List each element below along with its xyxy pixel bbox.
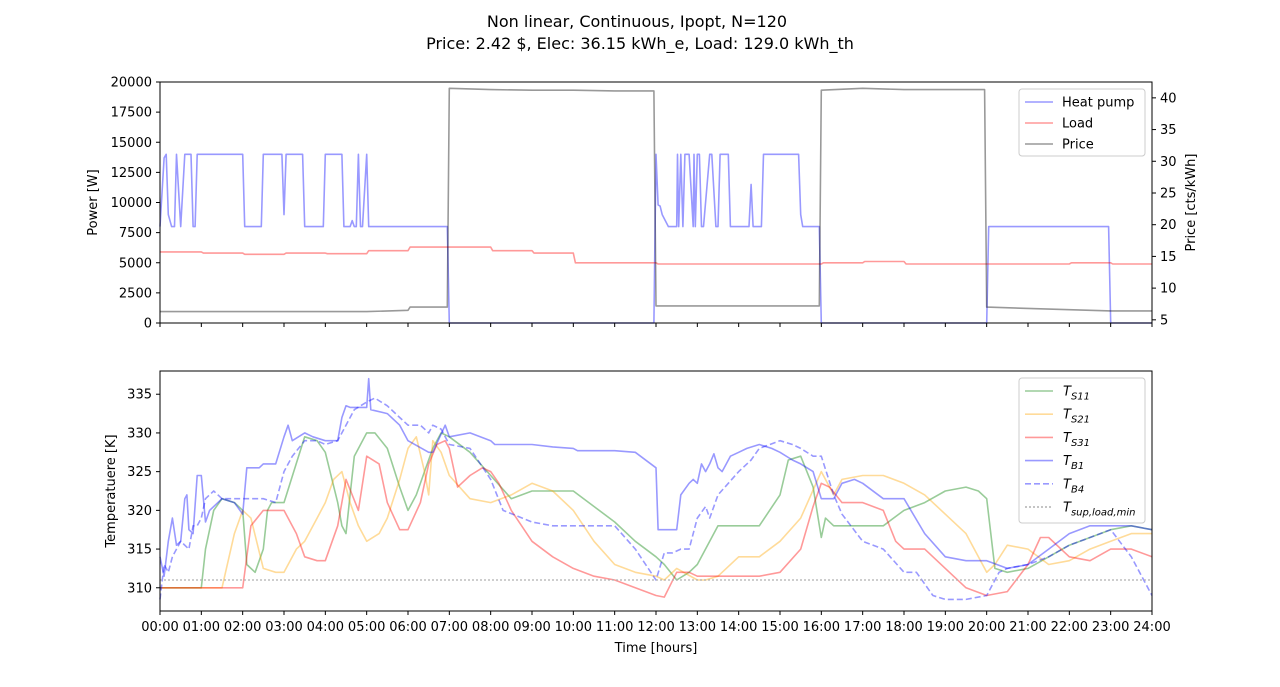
x-tick-label: 24:00 bbox=[1133, 620, 1170, 635]
y-tick-label: 0 bbox=[144, 317, 152, 332]
y-tick-label: 15000 bbox=[111, 136, 152, 151]
y-axis-label-temperature: Temperatuere [K] bbox=[104, 434, 119, 548]
x-tick-label: 10:00 bbox=[555, 620, 592, 635]
y-axis-label-power: Power [W] bbox=[86, 169, 101, 235]
x-tick-label: 00:00 bbox=[141, 620, 178, 635]
y-tick-label: 330 bbox=[127, 426, 152, 441]
x-tick-label: 01:00 bbox=[183, 620, 220, 635]
y-tick-label: 335 bbox=[127, 388, 152, 403]
legend-label: Tsup,load,min bbox=[1063, 501, 1135, 519]
x-tick-label: 04:00 bbox=[307, 620, 344, 635]
y2-tick-label: 5 bbox=[1160, 313, 1168, 328]
y2-tick-label: 20 bbox=[1160, 218, 1177, 233]
y-tick-label: 5000 bbox=[119, 256, 152, 271]
x-tick-label: 17:00 bbox=[844, 620, 881, 635]
y-tick-label: 310 bbox=[127, 581, 152, 596]
y-tick-label: 320 bbox=[127, 504, 152, 519]
legend-label: TB4 bbox=[1063, 477, 1084, 495]
series-line-t-b1 bbox=[159, 377, 1153, 578]
x-tick-label: 09:00 bbox=[513, 620, 550, 635]
figure-subtitle: Price: 2.42 $, Elec: 36.15 kWh_e, Load: … bbox=[426, 34, 854, 54]
y2-tick-label: 30 bbox=[1160, 155, 1177, 170]
legend-label: Load bbox=[1062, 117, 1093, 132]
legend-label: TS11 bbox=[1063, 385, 1090, 403]
x-tick-label: 02:00 bbox=[224, 620, 261, 635]
series-line-t-s21 bbox=[160, 435, 1152, 589]
y-tick-label: 7500 bbox=[119, 226, 152, 241]
y-tick-label: 315 bbox=[127, 543, 152, 558]
temperature-plot: 310 315 320 325 330 335 00:00 01:00 02:00 03:00 04… bbox=[104, 370, 1171, 635]
y2-tick-label: 15 bbox=[1160, 250, 1177, 265]
x-tick-label: 13:00 bbox=[679, 620, 716, 635]
x-axis-label: Time [hours] bbox=[614, 641, 698, 656]
x-tick-label: 21:00 bbox=[1009, 620, 1046, 635]
y2-tick-label: 35 bbox=[1160, 123, 1177, 138]
legend-label: TB1 bbox=[1063, 454, 1084, 472]
x-tick-label: 22:00 bbox=[1051, 620, 1088, 635]
y-tick-label: 20000 bbox=[111, 76, 152, 91]
x-tick-label: 20:00 bbox=[968, 620, 1005, 635]
x-tick-label: 03:00 bbox=[265, 620, 302, 635]
x-tick-label: 12:00 bbox=[637, 620, 674, 635]
legend-top: Heat pump Load Price bbox=[1018, 88, 1146, 157]
x-tick-label: 23:00 bbox=[1092, 620, 1129, 635]
y2-tick-label: 25 bbox=[1160, 186, 1177, 201]
y-tick-label: 2500 bbox=[119, 286, 152, 301]
legend-box bbox=[1018, 88, 1146, 157]
x-tick-label: 16:00 bbox=[803, 620, 840, 635]
x-tick-label: 08:00 bbox=[472, 620, 509, 635]
legend-label: TS31 bbox=[1063, 431, 1090, 449]
y-axis-label-price: Price [cts/kWh] bbox=[1184, 153, 1199, 251]
series-line-load bbox=[160, 246, 1152, 265]
series-line-t-s11 bbox=[160, 432, 1153, 589]
x-tick-label: 05:00 bbox=[348, 620, 385, 635]
legend-bottom: TS11 TS21 TS31 TB1 TB4 Tsup,load,min bbox=[1018, 377, 1146, 524]
x-tick-label: 07:00 bbox=[431, 620, 468, 635]
y2-tick-label: 40 bbox=[1160, 91, 1177, 106]
legend-label: Heat pump bbox=[1062, 96, 1134, 111]
figure-title: Non linear, Continuous, Ipopt, N=120 bbox=[487, 12, 787, 31]
y-tick-label: 10000 bbox=[111, 196, 152, 211]
y-tick-label: 325 bbox=[127, 465, 152, 480]
y2-tick-label: 10 bbox=[1160, 282, 1177, 297]
legend-box bbox=[1018, 377, 1146, 524]
x-tick-label: 11:00 bbox=[596, 620, 633, 635]
x-tick-label: 14:00 bbox=[720, 620, 757, 635]
series-line-heat-pump bbox=[159, 153, 1152, 324]
series-line-t-b4 bbox=[159, 397, 1153, 601]
x-tick-label: 19:00 bbox=[927, 620, 964, 635]
legend-label: Price bbox=[1062, 138, 1094, 153]
legend-label: TS21 bbox=[1063, 408, 1090, 426]
series-line-price bbox=[160, 87, 1152, 313]
x-tick-label: 18:00 bbox=[885, 620, 922, 635]
y-tick-label: 17500 bbox=[111, 106, 152, 121]
x-tick-label: 15:00 bbox=[761, 620, 798, 635]
series-line-t-s31 bbox=[160, 439, 1153, 598]
power-price-plot: 0 2500 5000 7500 10000 12500 15000 17500 20000 5 1… bbox=[86, 76, 1199, 332]
x-tick-label: 06:00 bbox=[389, 620, 426, 635]
y-tick-label: 12500 bbox=[111, 166, 152, 181]
